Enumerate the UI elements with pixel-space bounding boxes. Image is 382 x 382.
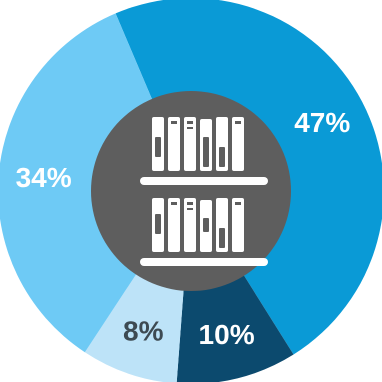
slice-label: 47% — [294, 107, 350, 138]
slice-label: 8% — [123, 316, 164, 347]
slice-label: 34% — [16, 162, 72, 193]
slice-label: 10% — [199, 319, 255, 350]
labels-group: 47% 10% 8% 34% — [16, 107, 351, 350]
bookshelf-icon-details — [155, 121, 241, 248]
